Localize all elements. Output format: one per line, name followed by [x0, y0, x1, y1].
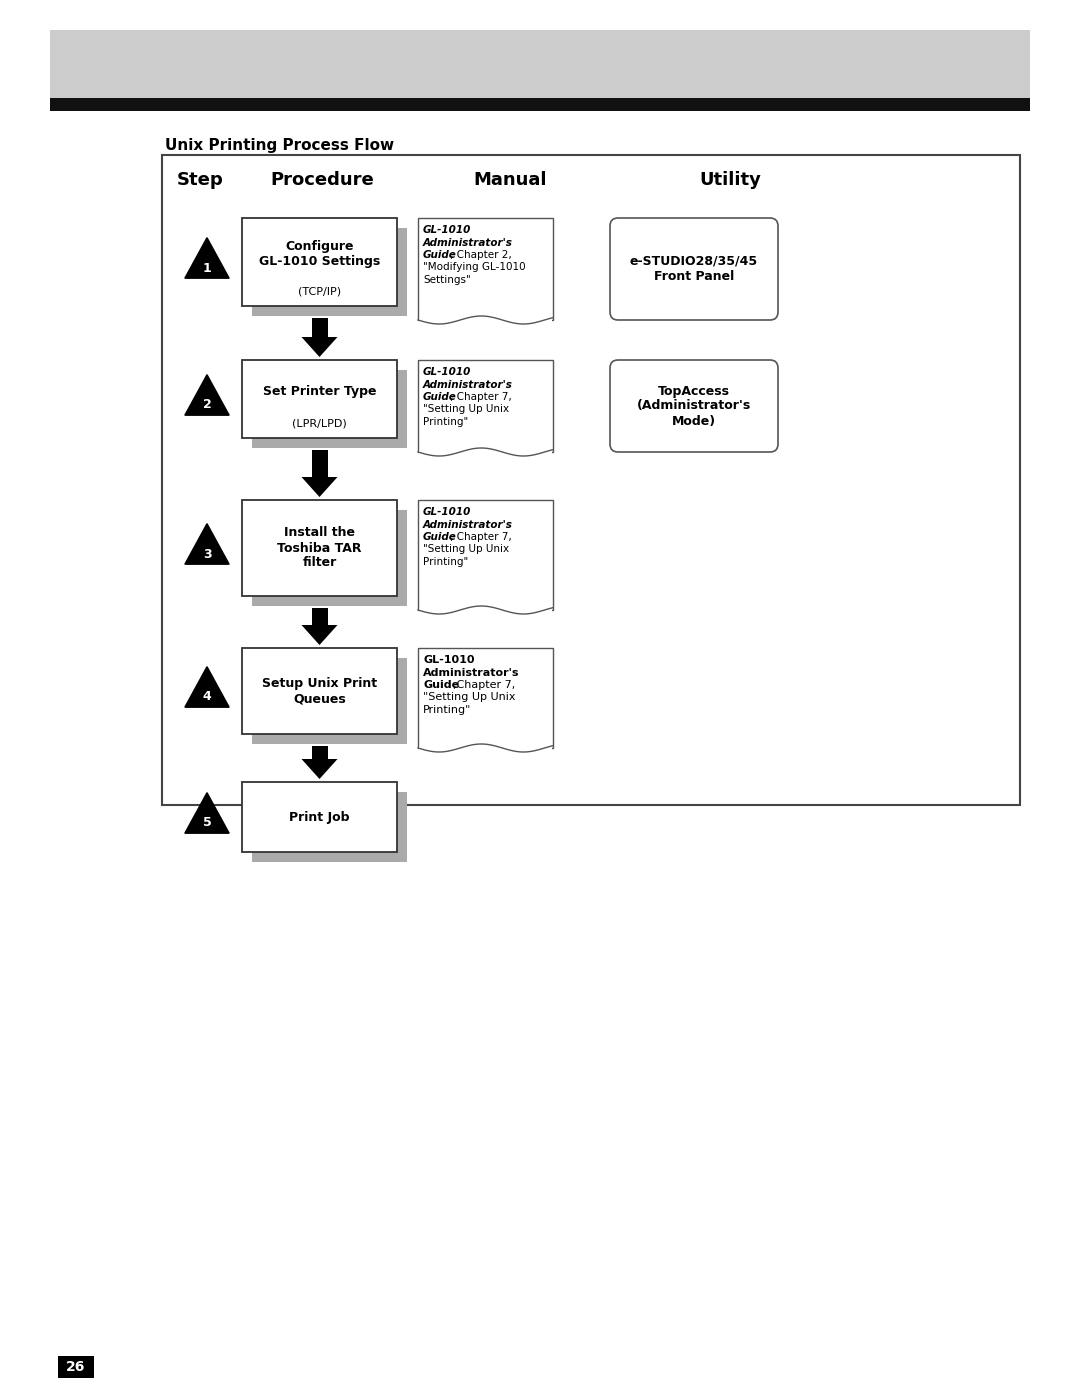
Text: Step: Step	[177, 170, 224, 189]
Bar	[419, 746, 552, 750]
Polygon shape	[301, 476, 337, 497]
Text: GL-1010: GL-1010	[423, 507, 471, 517]
Text: Procedure: Procedure	[270, 170, 374, 189]
Bar	[242, 360, 397, 439]
Text: Settings": Settings"	[423, 275, 471, 285]
Bar	[419, 450, 552, 454]
Text: "Setting Up Unix: "Setting Up Unix	[423, 545, 509, 555]
Text: 5: 5	[203, 816, 212, 830]
Text: Administrator's: Administrator's	[423, 380, 513, 390]
Bar	[418, 360, 553, 453]
Bar	[418, 218, 553, 320]
Bar	[252, 370, 407, 448]
Text: "Setting Up Unix: "Setting Up Unix	[423, 405, 509, 415]
Text: 4: 4	[203, 690, 212, 704]
Text: TopAccess
(Administrator's
Mode): TopAccess (Administrator's Mode)	[637, 384, 751, 427]
Text: GL-1010: GL-1010	[423, 367, 471, 377]
Text: (LPR/LPD): (LPR/LPD)	[292, 419, 347, 429]
FancyBboxPatch shape	[610, 218, 778, 320]
Bar	[252, 658, 407, 745]
Polygon shape	[185, 237, 229, 278]
Text: 1: 1	[203, 261, 212, 274]
Text: Guide: Guide	[423, 393, 457, 402]
Polygon shape	[185, 374, 229, 415]
Text: Printing": Printing"	[423, 416, 469, 427]
Text: (TCP/IP): (TCP/IP)	[298, 286, 341, 298]
Text: e-STUDIO28/35/45
Front Panel: e-STUDIO28/35/45 Front Panel	[630, 256, 758, 284]
Bar	[242, 782, 397, 852]
Text: , Chapter 2,: , Chapter 2,	[450, 250, 512, 260]
Text: Guide: Guide	[423, 250, 457, 260]
Text: Utility: Utility	[699, 170, 761, 189]
Text: Configure
GL-1010 Settings: Configure GL-1010 Settings	[259, 240, 380, 268]
Text: Printing": Printing"	[423, 705, 471, 715]
Bar	[311, 450, 327, 476]
Text: 26: 26	[66, 1361, 85, 1375]
Text: Administrator's: Administrator's	[423, 668, 519, 678]
FancyBboxPatch shape	[610, 360, 778, 453]
Bar	[242, 218, 397, 306]
Text: "Modifying GL-1010: "Modifying GL-1010	[423, 263, 526, 272]
Bar	[242, 648, 397, 733]
Text: Unix Printing Process Flow: Unix Printing Process Flow	[165, 138, 394, 154]
Text: "Setting Up Unix: "Setting Up Unix	[423, 693, 515, 703]
Text: , Chapter 7,: , Chapter 7,	[450, 532, 515, 542]
Bar	[311, 746, 327, 759]
Text: 3: 3	[203, 548, 212, 560]
Bar	[311, 608, 327, 624]
Bar	[311, 319, 327, 337]
Text: GL-1010: GL-1010	[423, 655, 474, 665]
Text: Install the
Toshiba TAR
filter: Install the Toshiba TAR filter	[278, 527, 362, 570]
Polygon shape	[301, 759, 337, 780]
Bar	[252, 510, 407, 606]
Bar	[418, 500, 553, 610]
Text: Print Job: Print Job	[289, 810, 350, 823]
Polygon shape	[301, 337, 337, 358]
Text: Guide: Guide	[423, 532, 457, 542]
Text: Guide: Guide	[423, 680, 459, 690]
Text: Manual: Manual	[473, 170, 546, 189]
Bar	[242, 500, 397, 597]
Text: , Chapter 7,: , Chapter 7,	[450, 393, 512, 402]
Bar	[419, 609, 552, 612]
Bar	[50, 98, 1030, 110]
Text: Setup Unix Print
Queues: Setup Unix Print Queues	[262, 678, 377, 705]
Bar	[58, 1356, 94, 1377]
Text: Administrator's: Administrator's	[423, 237, 513, 247]
Text: Set Printer Type: Set Printer Type	[262, 384, 376, 398]
Bar	[419, 319, 552, 321]
Polygon shape	[301, 624, 337, 645]
Text: Administrator's: Administrator's	[423, 520, 513, 529]
Bar	[50, 29, 1030, 98]
Bar	[418, 648, 553, 747]
Text: 2: 2	[203, 398, 212, 412]
Polygon shape	[185, 666, 229, 707]
Polygon shape	[185, 792, 229, 833]
Text: Printing": Printing"	[423, 557, 469, 567]
Bar	[252, 228, 407, 316]
Polygon shape	[185, 524, 229, 564]
Bar	[252, 792, 407, 862]
Text: ,Chapter 7,: ,Chapter 7,	[453, 680, 515, 690]
Bar	[162, 155, 1020, 805]
Text: GL-1010: GL-1010	[423, 225, 471, 235]
